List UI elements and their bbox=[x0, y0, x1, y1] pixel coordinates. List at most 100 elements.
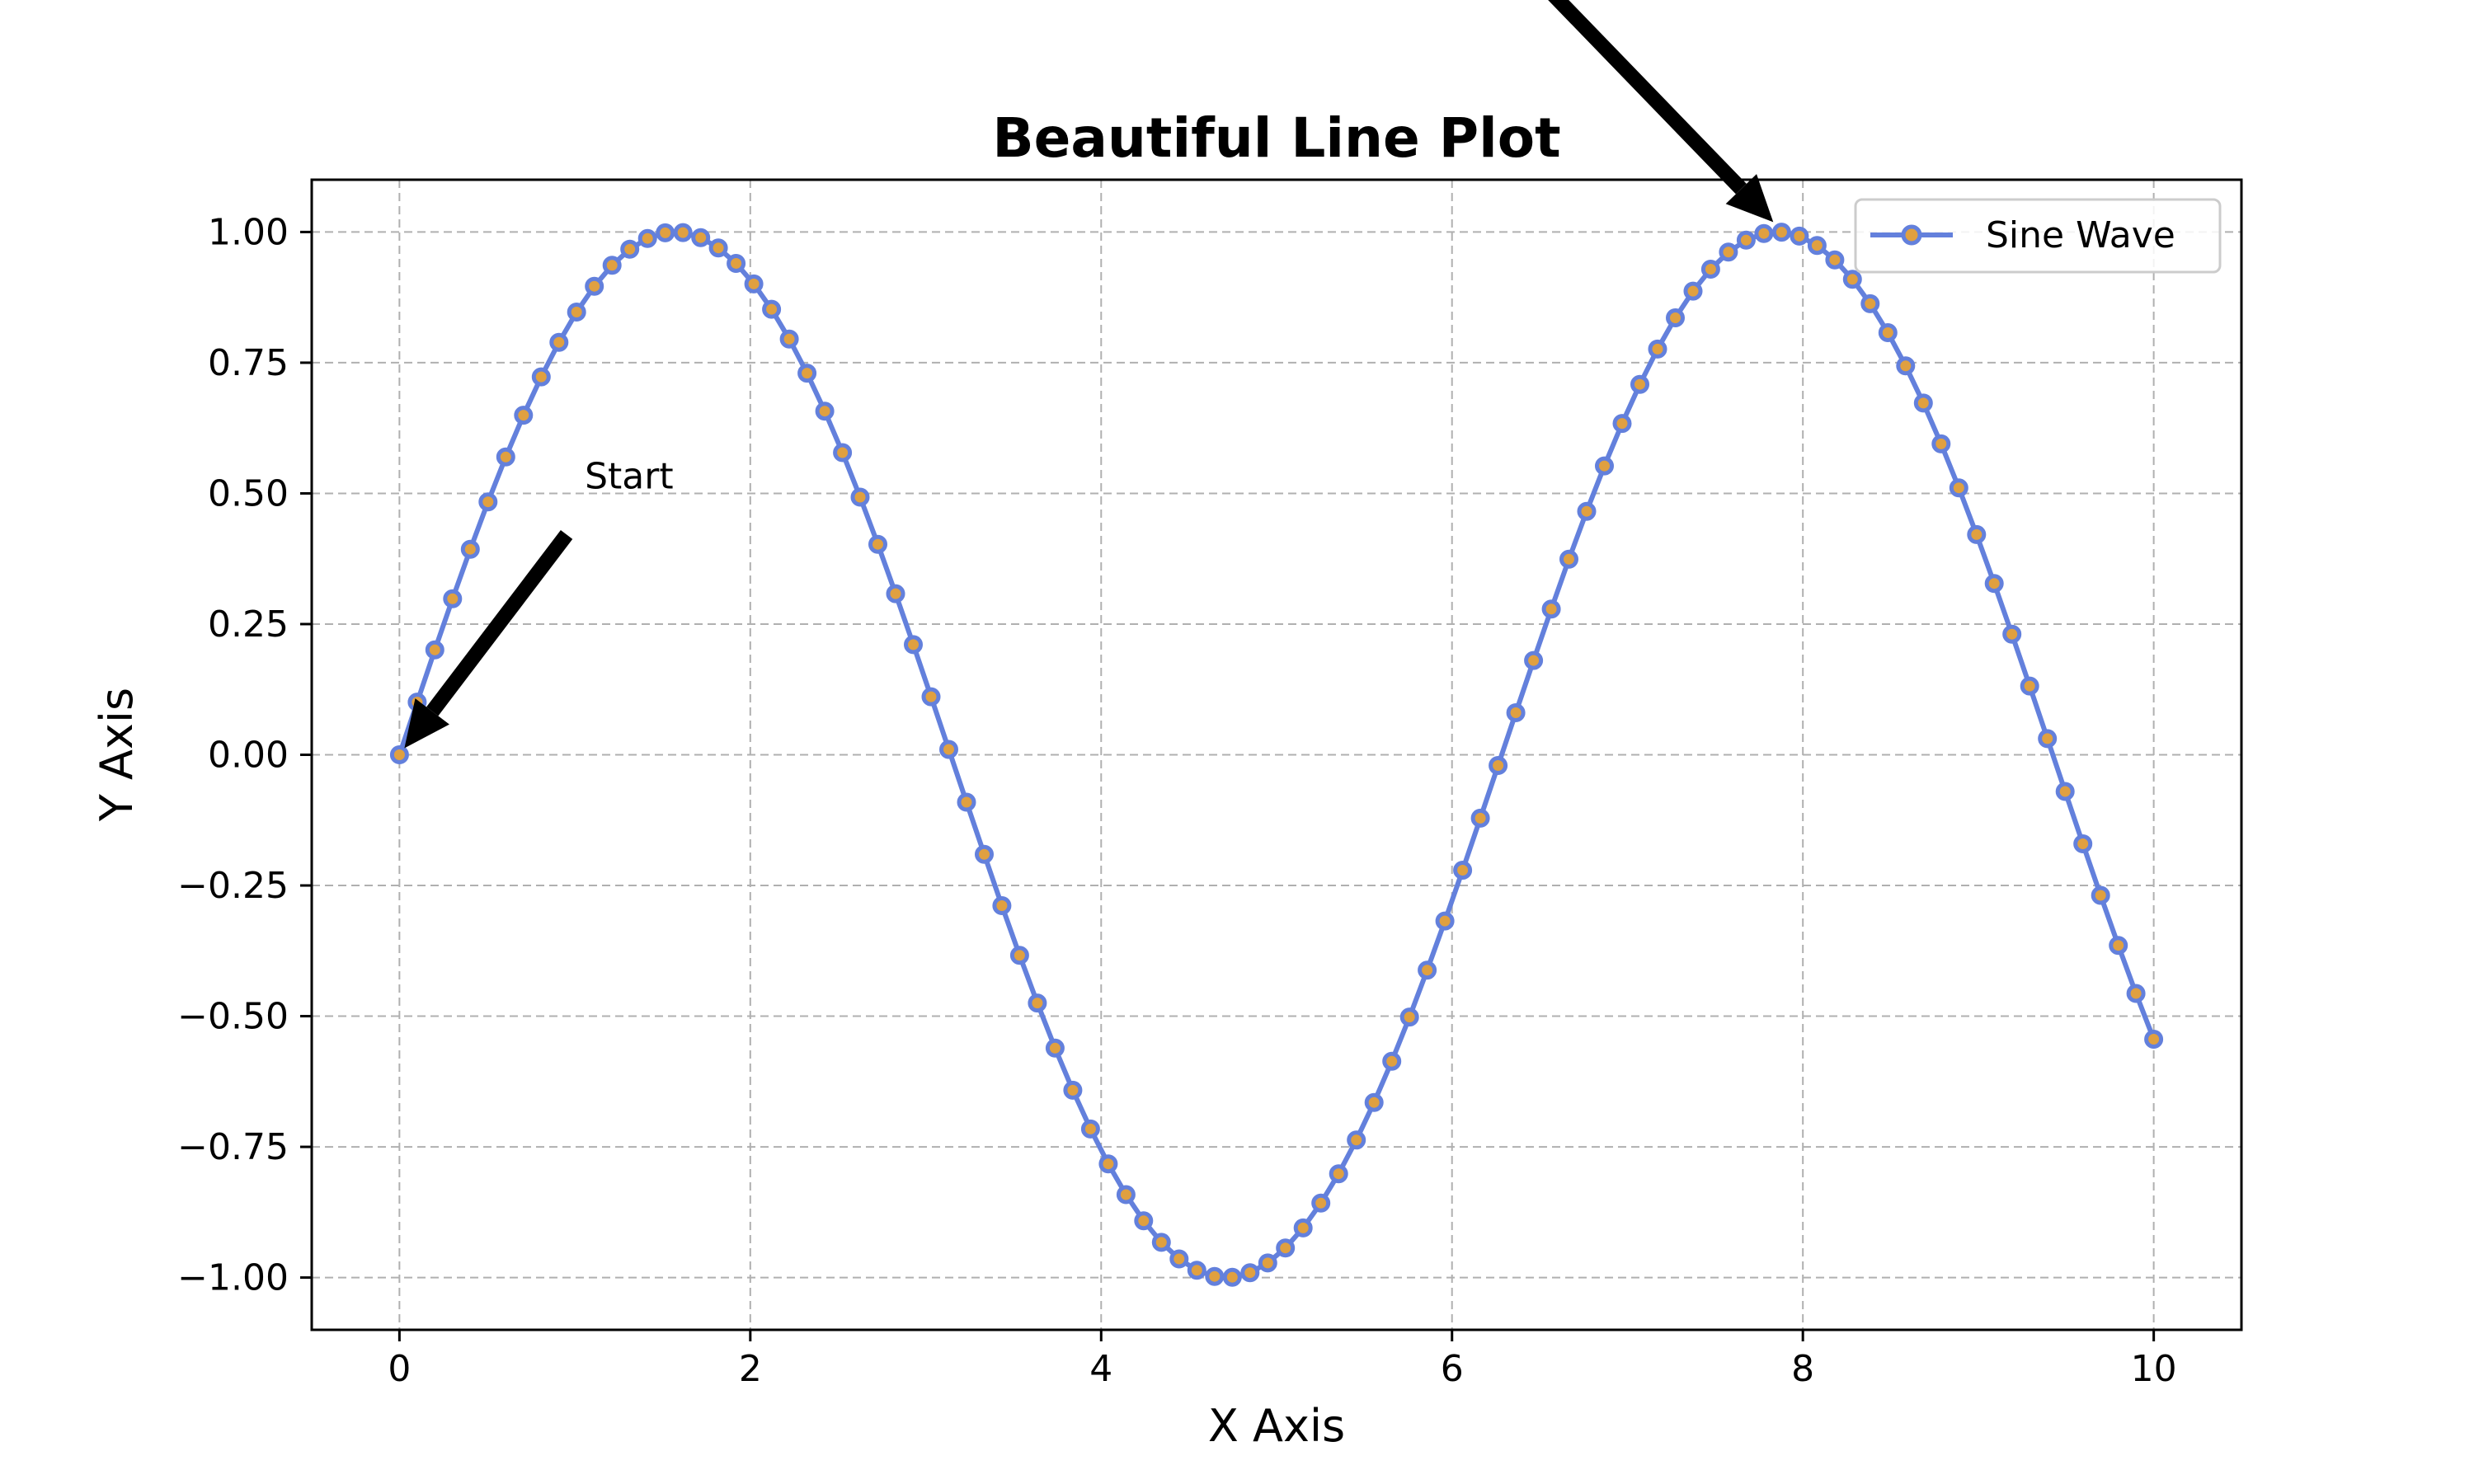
data-point bbox=[921, 687, 941, 707]
data-point bbox=[1683, 281, 1703, 301]
data-point bbox=[460, 539, 480, 559]
y-tick-label: 1.00 bbox=[208, 211, 289, 253]
data-point bbox=[1559, 549, 1578, 569]
data-point bbox=[637, 228, 657, 248]
data-point bbox=[531, 367, 551, 387]
data-point bbox=[1364, 1092, 1384, 1112]
data-point bbox=[1240, 1263, 1260, 1283]
data-point bbox=[1116, 1185, 1136, 1205]
data-point bbox=[1754, 223, 1774, 243]
data-point bbox=[602, 256, 622, 275]
data-point bbox=[2055, 782, 2075, 801]
data-point bbox=[1311, 1193, 1331, 1213]
x-axis-title: X Axis bbox=[1208, 1400, 1345, 1452]
y-tick-label: −0.50 bbox=[177, 996, 289, 1038]
data-point bbox=[1860, 294, 1880, 313]
data-point bbox=[744, 274, 764, 294]
annotation-start-label: Start bbox=[585, 455, 674, 497]
y-tick-label: 0.25 bbox=[208, 603, 289, 646]
data-point bbox=[1842, 270, 1862, 289]
data-point bbox=[1347, 1130, 1366, 1150]
data-point bbox=[1028, 993, 1047, 1013]
data-point bbox=[1258, 1253, 1277, 1273]
start-arrow-shaft bbox=[426, 530, 573, 716]
data-point bbox=[779, 329, 799, 349]
data-point bbox=[815, 402, 835, 421]
data-point bbox=[1595, 456, 1614, 476]
x-tick-label: 8 bbox=[1791, 1348, 1814, 1390]
data-point bbox=[904, 635, 923, 655]
data-point bbox=[708, 238, 728, 258]
data-point bbox=[656, 223, 675, 242]
y-tick-label: −0.75 bbox=[177, 1126, 289, 1168]
data-point bbox=[2126, 984, 2146, 1003]
data-point bbox=[1790, 226, 1809, 246]
data-point bbox=[1648, 339, 1667, 359]
data-point bbox=[1666, 308, 1685, 327]
data-point bbox=[975, 844, 994, 864]
data-point bbox=[1222, 1267, 1242, 1287]
y-axis-ticks: −1.00 −0.75 −0.50 −0.25 0.00 0.25 0.50 0.75 1.00 bbox=[177, 211, 312, 1299]
data-point bbox=[620, 239, 640, 259]
data-point bbox=[549, 332, 569, 352]
data-point bbox=[478, 492, 498, 512]
data-point bbox=[1169, 1249, 1189, 1269]
legend-box bbox=[1854, 198, 2222, 274]
data-point bbox=[1399, 1007, 1419, 1027]
data-point bbox=[1276, 1238, 1296, 1258]
data-point bbox=[567, 303, 586, 322]
data-point bbox=[797, 364, 817, 383]
data-point bbox=[992, 896, 1012, 915]
grid bbox=[312, 180, 2241, 1330]
data-point bbox=[673, 223, 693, 242]
data-point bbox=[1771, 223, 1791, 242]
data-point bbox=[2020, 676, 2039, 696]
y-tick-label: −0.25 bbox=[177, 865, 289, 907]
data-point bbox=[1329, 1164, 1348, 1184]
chart-title: Beautiful Line Plot bbox=[992, 106, 1560, 170]
legend: Sine Wave bbox=[1854, 198, 2222, 274]
data-point bbox=[1418, 960, 1437, 980]
data-point bbox=[585, 276, 604, 296]
data-point bbox=[1151, 1233, 1171, 1252]
y-tick-label: −1.00 bbox=[177, 1257, 289, 1299]
data-point bbox=[443, 589, 463, 608]
data-point bbox=[2091, 885, 2110, 905]
data-point bbox=[1506, 703, 1526, 722]
x-tick-label: 4 bbox=[1089, 1348, 1112, 1390]
data-point bbox=[1896, 356, 1916, 376]
data-point bbox=[2144, 1030, 2164, 1049]
legend-marker-sample bbox=[1901, 224, 1922, 246]
data-point bbox=[1435, 911, 1455, 931]
data-point bbox=[833, 443, 853, 463]
data-point bbox=[2109, 936, 2128, 956]
data-point bbox=[762, 299, 782, 319]
data-point bbox=[691, 228, 711, 247]
data-point bbox=[1205, 1266, 1225, 1286]
data-point bbox=[425, 640, 444, 660]
x-tick-label: 0 bbox=[388, 1348, 411, 1390]
data-point bbox=[2002, 624, 2022, 644]
peak-arrow-shaft bbox=[1548, 0, 1747, 195]
legend-label: Sine Wave bbox=[1986, 214, 2175, 256]
data-point bbox=[1967, 524, 1987, 544]
data-point bbox=[1541, 599, 1561, 619]
data-point bbox=[1825, 250, 1845, 270]
data-point bbox=[1612, 414, 1632, 434]
y-tick-label: 0.75 bbox=[208, 342, 289, 384]
data-point bbox=[1293, 1218, 1313, 1237]
data-point bbox=[1098, 1154, 1118, 1174]
x-tick-label: 6 bbox=[1441, 1348, 1464, 1390]
data-point bbox=[1382, 1051, 1402, 1071]
data-point bbox=[1700, 260, 1720, 279]
data-point bbox=[1719, 242, 1738, 262]
x-tick-label: 2 bbox=[739, 1348, 762, 1390]
annotations: Start bbox=[404, 0, 1774, 749]
data-point bbox=[389, 745, 409, 764]
data-point bbox=[1878, 323, 1898, 342]
data-point bbox=[957, 792, 976, 812]
x-axis-ticks: 0 2 4 6 8 10 bbox=[388, 1330, 2177, 1390]
data-point bbox=[1931, 434, 1951, 453]
data-point bbox=[2038, 729, 2058, 749]
